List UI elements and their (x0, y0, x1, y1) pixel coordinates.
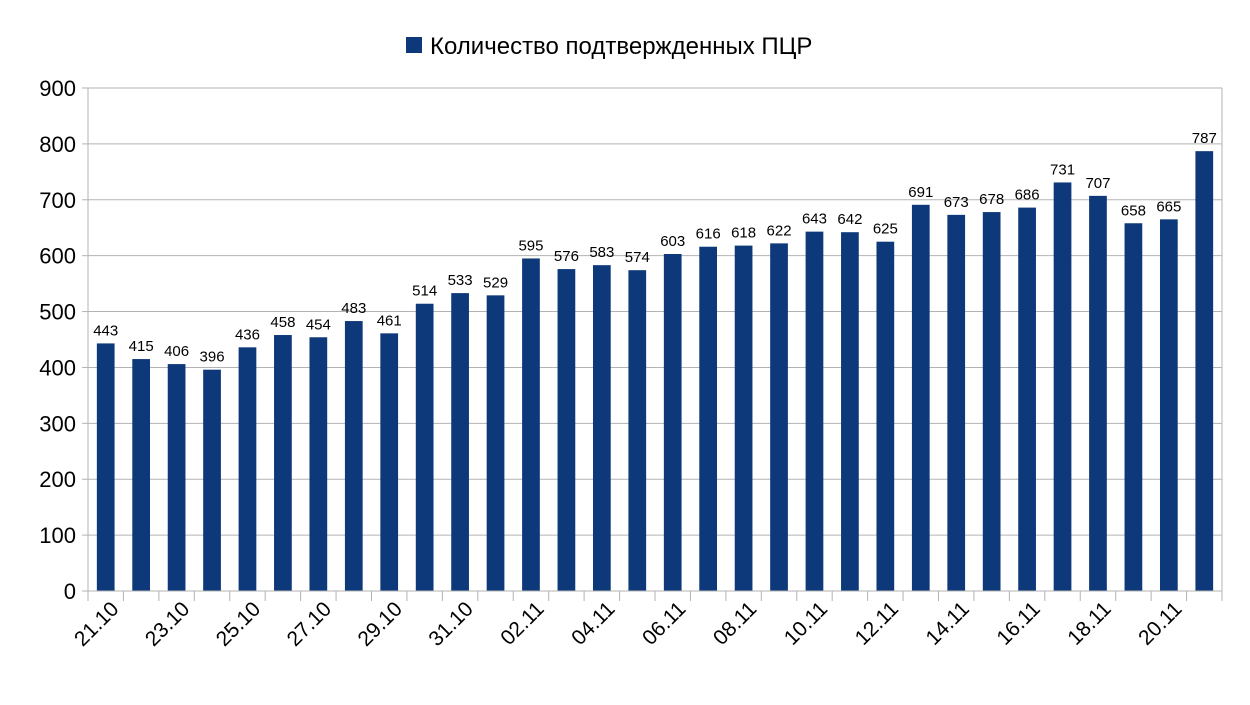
x-tick-label: 29.10 (353, 597, 406, 650)
bar (982, 212, 1001, 591)
y-axis: 0 100 200 300 400 500 600 700 800 900 (39, 76, 1223, 604)
bar (380, 333, 399, 591)
bar (557, 269, 576, 591)
bar (592, 265, 611, 591)
data-label: 686 (1015, 187, 1040, 204)
data-label: 622 (767, 222, 792, 239)
data-label: 616 (696, 226, 721, 243)
data-label: 436 (235, 326, 260, 343)
data-label: 574 (625, 249, 650, 266)
x-tick-label: 27.10 (283, 597, 336, 650)
data-label: 731 (1050, 161, 1075, 178)
data-label: 406 (164, 343, 189, 360)
bar (1089, 195, 1107, 592)
bar (1018, 207, 1036, 591)
bar (309, 337, 328, 591)
data-label: 396 (200, 349, 225, 366)
x-tick-label: 06.11 (638, 597, 690, 649)
x-tick-label: 10.11 (780, 597, 832, 649)
data-label: 673 (944, 194, 969, 211)
x-tick-label: 25.10 (212, 597, 265, 650)
data-label: 529 (483, 274, 508, 291)
data-label: 595 (518, 237, 543, 254)
bar (486, 295, 505, 591)
bar (522, 258, 540, 591)
x-tick-label: 12.11 (851, 597, 903, 649)
bar (1195, 151, 1214, 591)
bar (1124, 223, 1143, 592)
data-label: 658 (1121, 202, 1146, 219)
data-labels: 443 415 406 396 436 458 454 483 461 514 533 529 595 5… (93, 130, 1217, 366)
x-tick-label: 08.11 (709, 597, 761, 649)
bar (238, 347, 257, 591)
data-label: 533 (448, 272, 473, 289)
data-label: 458 (270, 314, 295, 331)
data-label: 576 (554, 248, 579, 265)
bar (734, 245, 753, 591)
x-tick-label: 18.11 (1063, 597, 1115, 649)
y-tick-label: 300 (39, 411, 76, 436)
bar (699, 246, 718, 592)
data-label: 707 (1085, 175, 1110, 192)
x-tick-label: 31.10 (424, 597, 477, 650)
bar (1053, 182, 1072, 592)
bar (344, 321, 363, 591)
x-tick-label: 04.11 (567, 597, 619, 649)
data-label: 642 (837, 211, 862, 228)
data-label: 618 (731, 225, 756, 242)
bar (415, 303, 434, 591)
data-label: 514 (412, 283, 437, 300)
x-tick-label: 23.10 (141, 597, 194, 650)
data-label: 603 (660, 233, 685, 250)
x-tick-label: 16.11 (992, 597, 1044, 649)
bar (628, 270, 647, 591)
data-label: 583 (589, 244, 614, 261)
x-tick-label: 20.11 (1134, 597, 1186, 649)
data-label: 643 (802, 211, 827, 228)
x-tick-label: 02.11 (496, 597, 548, 649)
bars (96, 151, 1214, 592)
data-label: 625 (873, 221, 898, 238)
x-tick-label: 21.10 (70, 597, 123, 650)
data-label: 787 (1192, 130, 1217, 147)
y-tick-label: 100 (39, 523, 76, 548)
bar (876, 241, 895, 591)
legend-swatch (406, 37, 422, 53)
y-tick-label: 200 (39, 467, 76, 492)
data-label: 454 (306, 316, 331, 333)
bar (663, 253, 682, 592)
y-tick-label: 700 (39, 188, 76, 213)
data-label: 483 (341, 300, 366, 317)
bar (132, 359, 151, 591)
bar (96, 343, 115, 591)
bar (167, 364, 186, 591)
bar (805, 231, 824, 591)
data-label: 678 (979, 191, 1004, 208)
y-tick-label: 0 (64, 579, 76, 604)
legend-label: Количество подтвержденных ПЦР (430, 33, 812, 60)
x-tick-label: 14.11 (922, 597, 974, 649)
bar (203, 369, 221, 591)
data-label: 461 (377, 312, 402, 329)
y-tick-label: 600 (39, 244, 76, 269)
bar (1159, 219, 1178, 592)
legend: Количество подтвержденных ПЦР (406, 33, 812, 60)
data-label: 665 (1156, 198, 1181, 215)
y-tick-label: 500 (39, 300, 76, 325)
data-label: 691 (908, 184, 933, 201)
bar (841, 232, 859, 591)
x-axis: 21.10 23.10 25.10 27.10 29.10 31.10 02.11 04.11… (70, 590, 1223, 651)
bar (451, 293, 469, 591)
data-label: 443 (93, 322, 118, 339)
y-tick-label: 400 (39, 355, 76, 380)
bar (947, 214, 966, 591)
bar (770, 243, 788, 592)
data-label: 415 (129, 338, 154, 355)
bar (911, 204, 930, 591)
y-tick-label: 800 (39, 132, 76, 157)
y-tick-label: 900 (39, 76, 76, 101)
bar (274, 335, 292, 591)
